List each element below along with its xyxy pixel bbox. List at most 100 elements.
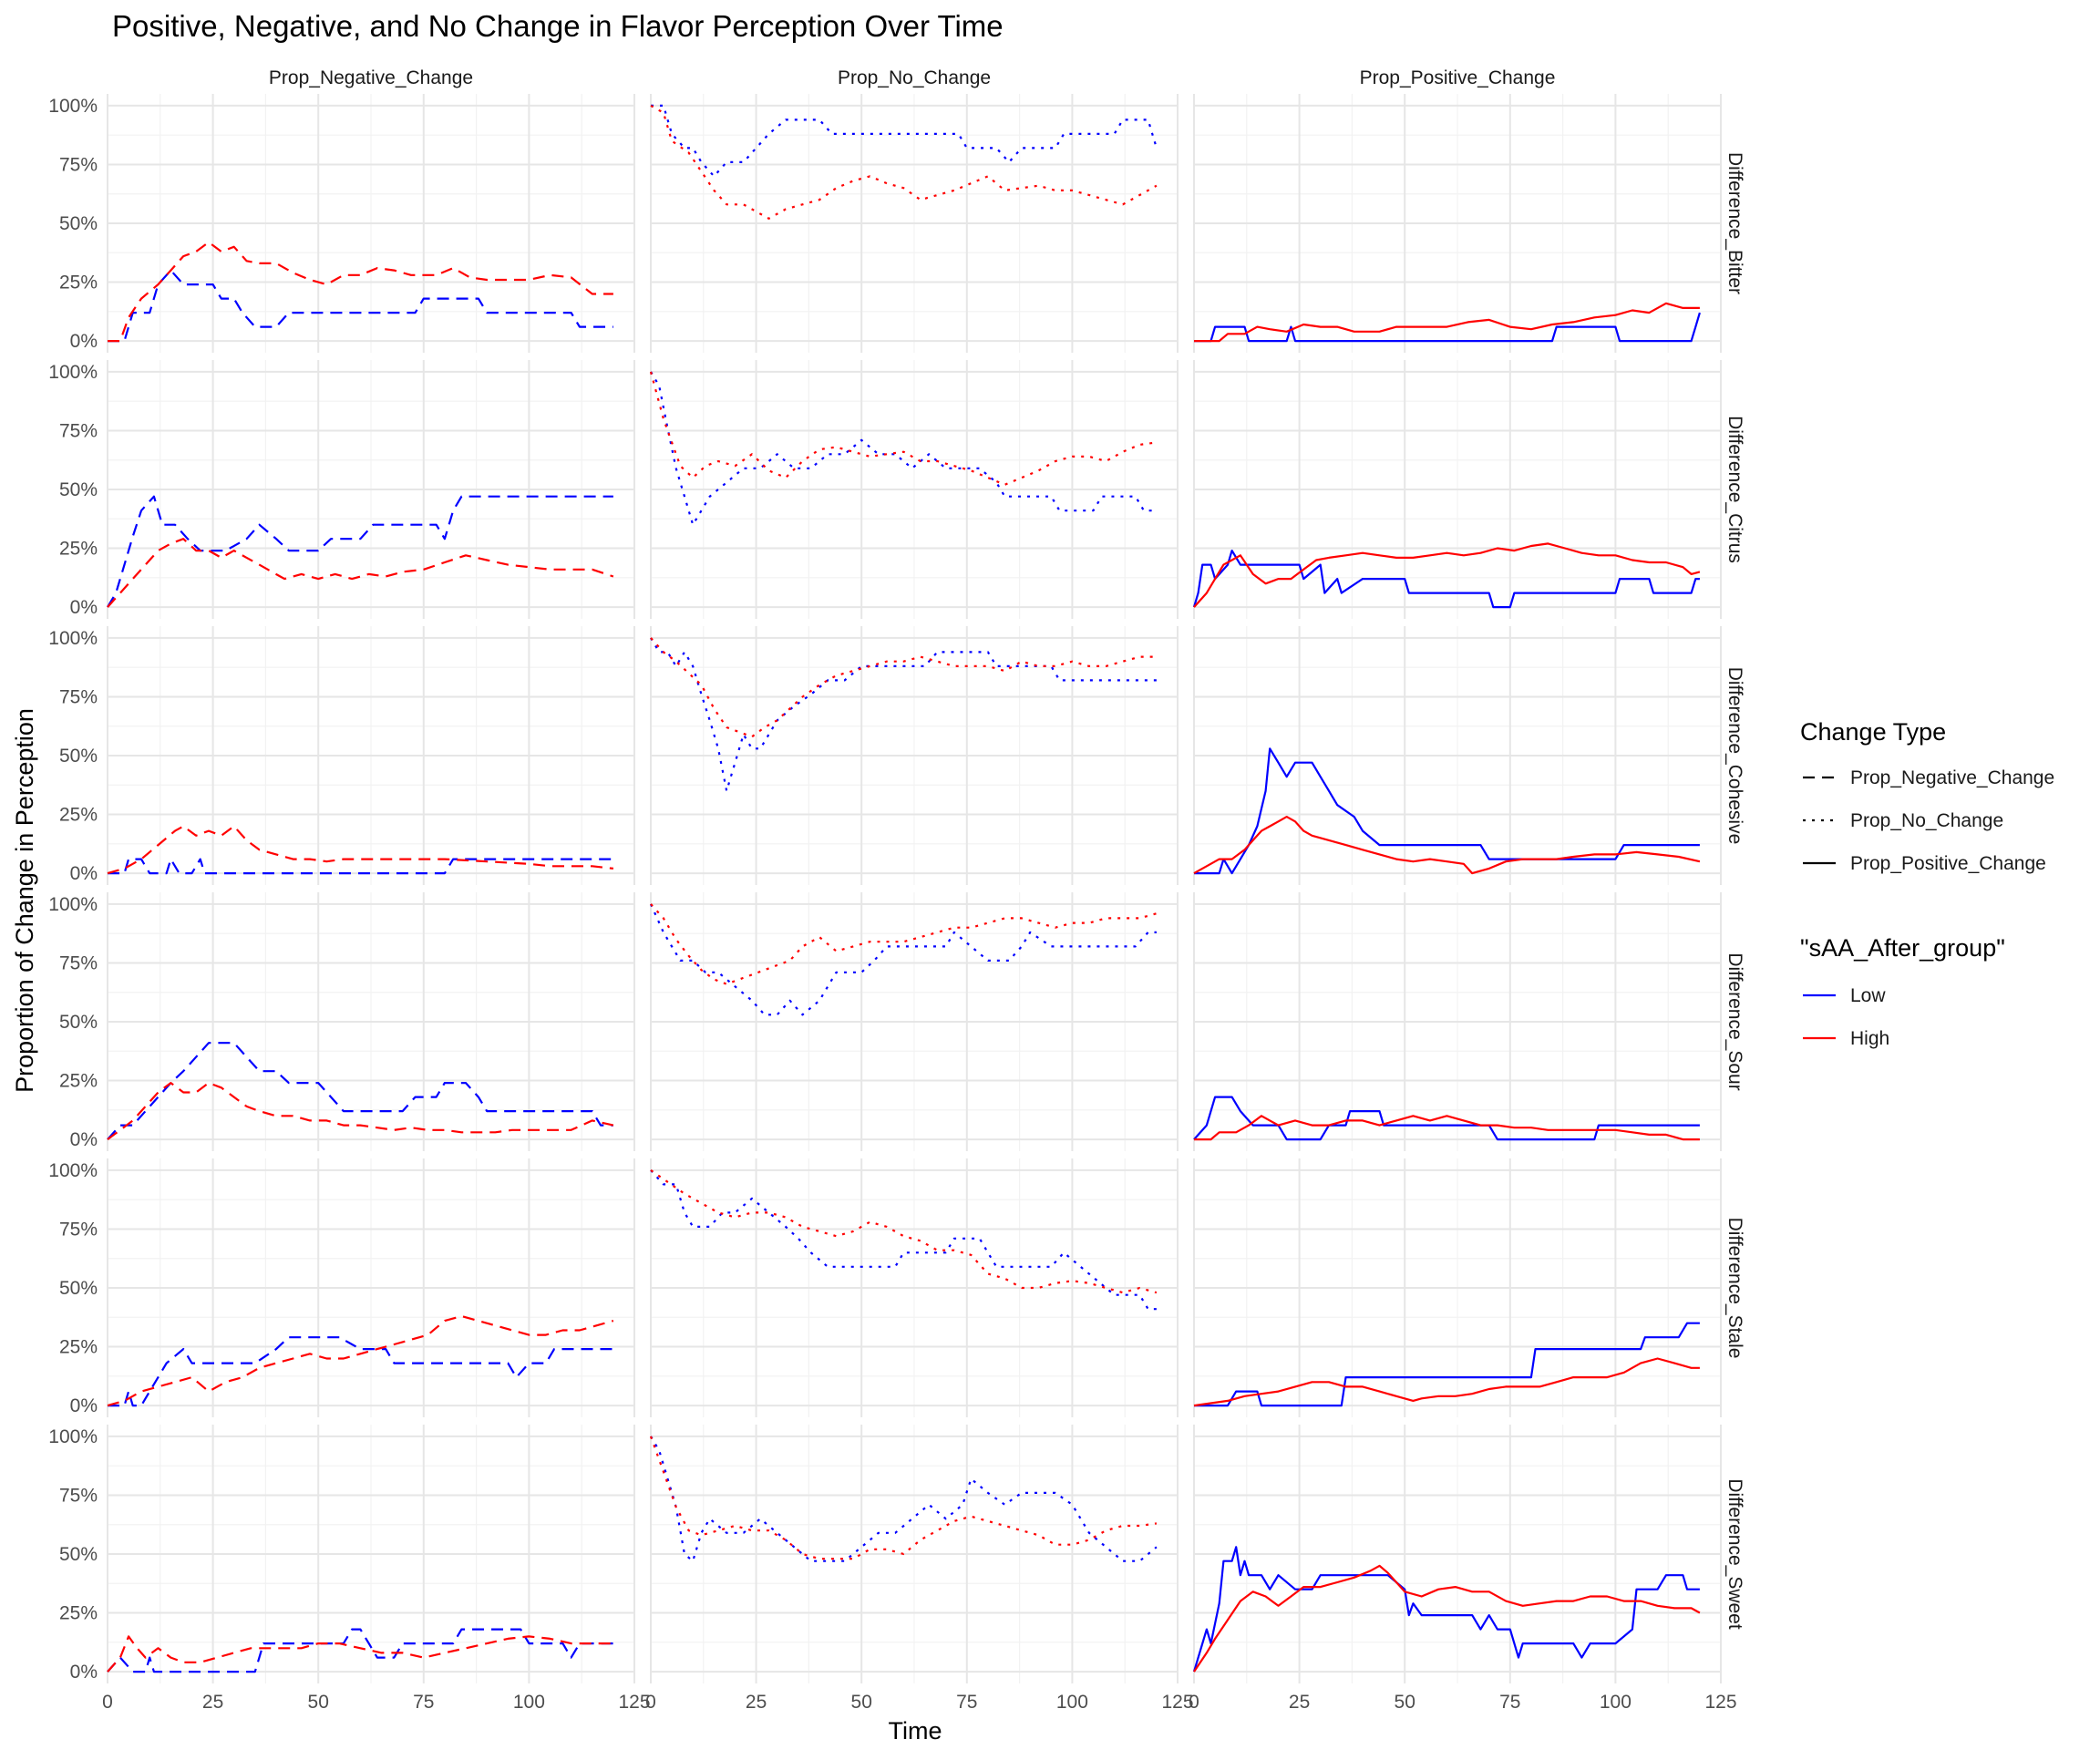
panel-6-2 bbox=[649, 1425, 1179, 1683]
legend-label-linetype: Prop_Positive_Change bbox=[1850, 853, 2046, 874]
x-axis-title: Time bbox=[889, 1717, 942, 1745]
legend-linetype-title: Change Type bbox=[1800, 718, 1946, 746]
panel-1-3 bbox=[1193, 94, 1722, 353]
series-line-low-4-2 bbox=[649, 903, 1157, 1016]
series-line-high-3-3 bbox=[1193, 815, 1701, 875]
panel-6-1 bbox=[107, 1425, 635, 1683]
x-tick-label: 25 bbox=[202, 1692, 223, 1713]
legend-label-linetype: Prop_Negative_Change bbox=[1850, 767, 2054, 788]
y-tick-label: 100% bbox=[48, 362, 98, 383]
facet-strip-col-3: Prop_Positive_Change bbox=[1360, 67, 1556, 88]
facet-strip-row-6: Difference_Sweet bbox=[1724, 1478, 1745, 1630]
x-tick-label: 50 bbox=[1395, 1692, 1415, 1713]
panel-1-2 bbox=[650, 94, 1179, 353]
y-tick-label: 0% bbox=[70, 1662, 98, 1683]
x-tick-label: 125 bbox=[1161, 1692, 1193, 1713]
series-line-low-2-3 bbox=[1192, 549, 1700, 609]
panel-3-1 bbox=[107, 626, 635, 885]
series-line-low-1-1 bbox=[108, 269, 613, 343]
legend-color-title: "sAA_After_group" bbox=[1800, 934, 2005, 962]
y-tick-label: 25% bbox=[59, 805, 98, 826]
y-tick-label: 75% bbox=[59, 154, 98, 175]
y-tick-label: 25% bbox=[59, 1603, 98, 1624]
y-tick-label: 50% bbox=[59, 1012, 98, 1033]
x-tick-label: 75 bbox=[956, 1692, 977, 1713]
series-line-high-1-2 bbox=[650, 104, 1158, 220]
y-tick-label: 50% bbox=[59, 746, 98, 767]
series-line-high-6-1 bbox=[107, 1635, 613, 1673]
series-line-high-5-1 bbox=[107, 1314, 614, 1407]
panel-2-3 bbox=[1192, 360, 1722, 619]
series-line-high-2-1 bbox=[107, 538, 614, 608]
series-line-low-3-1 bbox=[108, 858, 613, 875]
panel-5-2 bbox=[650, 1158, 1179, 1417]
y-tick-label: 75% bbox=[59, 420, 98, 441]
series-line-high-2-2 bbox=[649, 371, 1158, 486]
series-line-low-4-1 bbox=[107, 1042, 613, 1140]
facet-strip-row-3: Difference_Cohesive bbox=[1724, 667, 1745, 845]
facet-strip-row-2: Difference_Citrus bbox=[1724, 416, 1745, 563]
panel-4-3 bbox=[1193, 892, 1722, 1151]
panel-4-2 bbox=[649, 892, 1179, 1151]
panel-2-2 bbox=[649, 360, 1179, 619]
x-tick-label: 0 bbox=[102, 1692, 113, 1713]
panel-5-3 bbox=[1193, 1158, 1722, 1417]
x-tick-label: 25 bbox=[1289, 1692, 1310, 1713]
y-tick-label: 0% bbox=[70, 1129, 98, 1150]
y-tick-label: 25% bbox=[59, 1071, 98, 1092]
y-tick-label: 100% bbox=[48, 1426, 98, 1447]
x-tick-label: 100 bbox=[513, 1692, 545, 1713]
series-line-low-5-3 bbox=[1194, 1322, 1700, 1407]
series-line-high-3-1 bbox=[107, 825, 614, 875]
series-line-high-2-3 bbox=[1193, 542, 1701, 608]
x-tick-label: 0 bbox=[645, 1692, 656, 1713]
legend-label-color: Low bbox=[1850, 985, 1886, 1006]
panel-4-1 bbox=[107, 892, 635, 1151]
y-tick-label: 75% bbox=[59, 952, 98, 973]
x-tick-label: 100 bbox=[1056, 1692, 1088, 1713]
y-tick-label: 50% bbox=[59, 213, 98, 234]
y-tick-label: 0% bbox=[70, 863, 98, 884]
series-line-low-5-2 bbox=[650, 1169, 1157, 1311]
series-line-high-1-3 bbox=[1194, 302, 1700, 343]
y-tick-label: 0% bbox=[70, 1395, 98, 1416]
y-tick-label: 75% bbox=[59, 1219, 98, 1240]
x-tick-label: 25 bbox=[746, 1692, 767, 1713]
x-tick-label: 100 bbox=[1600, 1692, 1632, 1713]
panels-layer: Prop_Negative_Change Prop_No_Change Prop_P… bbox=[48, 67, 1745, 1713]
y-tick-label: 0% bbox=[70, 597, 98, 618]
series-line-high-3-2 bbox=[650, 637, 1157, 738]
x-tick-label: 50 bbox=[308, 1692, 329, 1713]
y-tick-label: 25% bbox=[59, 1337, 98, 1358]
facet-strip-row-1: Difference_Bitter bbox=[1724, 152, 1745, 294]
y-tick-label: 50% bbox=[59, 1278, 98, 1299]
series-line-high-4-3 bbox=[1194, 1115, 1700, 1141]
panel-3-3 bbox=[1193, 626, 1722, 885]
panel-5-1 bbox=[107, 1158, 635, 1417]
series-line-low-6-2 bbox=[650, 1436, 1158, 1562]
series-line-high-6-3 bbox=[1193, 1564, 1701, 1673]
y-tick-label: 100% bbox=[48, 628, 98, 649]
x-tick-label: 75 bbox=[413, 1692, 434, 1713]
x-tick-label: 125 bbox=[1704, 1692, 1736, 1713]
y-tick-label: 75% bbox=[59, 1485, 98, 1506]
series-line-high-1-1 bbox=[108, 241, 613, 343]
y-axis-title: Proportion of Change in Perception bbox=[11, 708, 38, 1093]
series-line-low-6-1 bbox=[107, 1628, 613, 1673]
y-tick-label: 100% bbox=[48, 96, 98, 117]
y-tick-label: 50% bbox=[59, 479, 98, 500]
series-line-high-4-2 bbox=[650, 903, 1158, 985]
x-tick-label: 125 bbox=[618, 1692, 650, 1713]
panel-2-1 bbox=[107, 360, 635, 619]
panel-6-3 bbox=[1192, 1425, 1722, 1683]
series-line-low-1-3 bbox=[1194, 312, 1701, 343]
series-line-high-5-3 bbox=[1193, 1357, 1700, 1407]
facet-strip-col-1: Prop_Negative_Change bbox=[269, 67, 473, 88]
plot-title: Positive, Negative, and No Change in Fla… bbox=[112, 9, 1004, 43]
x-tick-label: 0 bbox=[1189, 1692, 1199, 1713]
panel-3-2 bbox=[650, 626, 1179, 885]
y-tick-label: 0% bbox=[70, 331, 98, 352]
series-line-low-2-1 bbox=[107, 495, 613, 608]
